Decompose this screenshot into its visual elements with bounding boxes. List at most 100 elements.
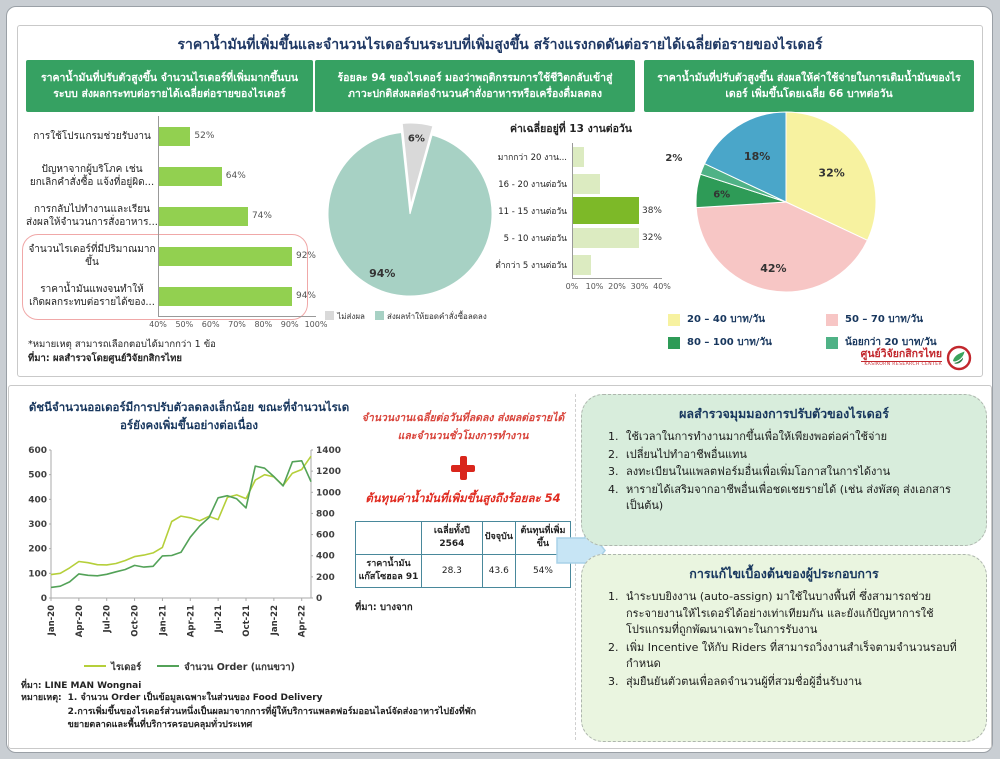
axis-tick-label: 70% (228, 320, 246, 329)
bar (573, 254, 591, 275)
legend-label: น้อยกว่า 20 บาท/วัน (845, 337, 937, 348)
legend-item: ส่งผลทำให้ยอดคำสั่งซื้อลดลง (374, 310, 487, 323)
y-tick-label-right: 400 (316, 552, 335, 562)
line-chart-source: ที่มา: LINE MAN Wongnai (21, 681, 142, 691)
notes-list: 1. จำนวน Order เป็นข้อมูลเฉพาะในส่วนของ … (68, 692, 496, 733)
bar-track (572, 170, 662, 197)
line-chart-legend: ไรเดอร์ จำนวน Order (แกนขวา) (17, 660, 362, 675)
axis-tick-label: 40% (653, 282, 671, 291)
bar (159, 246, 292, 266)
note-line: *หมายเหตุ สามารถเลือกตอบได้มากกว่า 1 ข้อ (28, 339, 216, 350)
legend-item: 20 – 40 บาท/วัน (668, 312, 826, 327)
y-tick-label-left: 600 (28, 446, 47, 456)
bar (159, 126, 191, 146)
y-tick-label-left: 0 (41, 594, 47, 604)
y-tick-label-right: 1200 (316, 467, 341, 477)
bar (573, 197, 639, 224)
value-cell: 28.3 (421, 554, 483, 589)
jobs-bar-chart: ค่าเฉลี่ยอยู่ที่ 13 งานต่อวัน มากกว่า 20… (480, 120, 671, 292)
bar-category-label: การใช้โปรแกรมช่วยรับงาน (33, 130, 151, 142)
axis-tick-label: 50% (175, 320, 194, 329)
bar (573, 146, 585, 167)
bar-category-label: การกลับไปทำงานและเรียน ส่งผลให้จำนวนการส… (26, 204, 158, 228)
bird-logo-icon (946, 345, 972, 371)
operator-solutions-list: นำระบบยิงงาน (auto-assign) มาใช้ในบางพื้… (600, 589, 968, 690)
top-panel: ราคาน้ำมันที่เพิ่มขึ้นและจำนวนไรเดอร์บนร… (17, 25, 983, 377)
notes-label: หมายเหตุ: (21, 693, 62, 703)
header-cell: เฉลี่ยทั้งปี 2564 (421, 520, 483, 556)
bar-category-label: มากกว่า 20 งาน... (497, 152, 567, 163)
x-tick-label: Apr-21 (186, 605, 196, 637)
headline-box-fuel-income: ราคาน้ำมันที่ปรับตัวสูงขึ้น จำนวนไรเดอร์… (26, 60, 313, 112)
y-tick-label-left: 200 (28, 545, 47, 555)
bar-track (572, 143, 662, 170)
y-tick-label-right: 1000 (316, 488, 341, 498)
list-item: นำระบบยิงงาน (auto-assign) มาใช้ในบางพื้… (622, 589, 968, 639)
pie-slice (401, 122, 434, 206)
legend-item: ไม่ส่งผล (325, 310, 365, 323)
bar-row: 5 - 10 งานต่อวัน 32% (480, 224, 662, 251)
axis-tick-label: 80% (254, 320, 273, 329)
legend-item: จำนวน Order (แกนขวา) (157, 660, 295, 675)
line-chart-title: ดัชนีจำนวนออเดอร์มีการปรับตัวลดลงเล็กน้อ… (28, 400, 350, 433)
bar-category-label: 5 - 10 งานต่อวัน (503, 233, 567, 244)
legend-swatch (826, 336, 838, 349)
table-header-row: เฉลี่ยทั้งปี 2564 ปัจจุบัน ต้นทุนที่เพิ่… (355, 520, 572, 556)
table-row: ราคาน้ำมัน แก๊สโซฮอล 91 28.3 43.6 54% (355, 554, 572, 589)
logo-name: ศูนย์วิจัยกสิกรไทย (860, 348, 942, 362)
x-tick-label: Jul-21 (214, 605, 224, 634)
bar-value-label: 92% (295, 251, 316, 261)
axis-tick-label: 40% (149, 320, 167, 329)
value-cell: 43.6 (481, 554, 516, 589)
y-tick-label-right: 600 (316, 531, 335, 541)
y-tick-label-right: 200 (316, 573, 335, 583)
legend-label: 50 – 70 บาท/วัน (845, 314, 923, 325)
headline-box-behavior: ร้อยละ 94 ของไรเดอร์ มองว่าพฤติกรรมการใช… (315, 60, 635, 112)
list-item: สุ่มยืนยันตัวตนเพื่อลดจำนวนผู้ที่สวมชื่อ… (622, 674, 968, 691)
bar-track: 74% (158, 196, 316, 236)
pie-slice-label: 6% (408, 134, 425, 145)
line-series (50, 455, 312, 576)
y-tick-label-right: 1400 (316, 446, 341, 456)
logo-subtext: KASIKORN RESEARCH CENTER (864, 361, 942, 367)
operator-solutions-box: การแก้ไขเบื้องต้นของผู้ประกอบการ นำระบบย… (581, 554, 987, 742)
list-item: ลงทะเบียนในแพลตฟอร์มอื่นเพื่อเพิ่มโอกาสใ… (622, 464, 968, 481)
rider-adaptation-list: ใช้เวลาในการทำงานมากขึ้นเพื่อให้เพียงพอต… (600, 429, 968, 515)
list-item: 2.การเพิ่มขึ้นของไรเดอร์ส่วนหนึ่งเป็นผลม… (67, 706, 477, 731)
list-item: ใช้เวลาในการทำงานมากขึ้นเพื่อให้เพียงพอต… (622, 429, 968, 446)
page-title: ราคาน้ำมันที่เพิ่มขึ้นและจำนวนไรเดอร์บนร… (177, 37, 823, 53)
bar-row: จำนวนไรเดอร์ที่มีปริมาณมาก ขึ้น 92% (26, 236, 316, 276)
axis-tick-label: 90% (280, 320, 299, 329)
bar-row: มากกว่า 20 งาน... (480, 143, 662, 170)
fuel-cost-summary: จำนวนงานเฉลี่ยต่อวันที่ลดลง ส่งผลต่อรายไ… (355, 410, 572, 615)
bar-track: 32% (572, 224, 662, 251)
bar-row: การกลับไปทำงานและเรียน ส่งผลให้จำนวนการส… (26, 196, 316, 236)
bar-category-label: ปัญหาจากผู้บริโภค เช่น ยกเลิกคำสั่งซื้อ … (29, 164, 155, 188)
bar-track: 52% (158, 116, 316, 156)
pie-slice (695, 201, 869, 293)
pie-slice-label: 42% (760, 262, 786, 275)
pie-slice (785, 111, 877, 241)
bar-row: ราคาน้ำมันแพงจนทำให้ เกิดผลกระทบต่อรายได… (26, 276, 316, 316)
bar-row: 11 - 15 งานต่อวัน 38% (480, 197, 662, 224)
axis-tick-label: 60% (201, 320, 220, 329)
dashed-divider (575, 394, 576, 740)
report-page: ราคาน้ำมันที่เพิ่มขึ้นและจำนวนไรเดอร์บนร… (6, 6, 993, 753)
source-line: ที่มา: ผลสำรวจโดยศูนย์วิจัยกสิกรไทย (28, 352, 182, 364)
legend-label: ไม่ส่งผล (337, 312, 365, 321)
bar-row: การใช้โปรแกรมช่วยรับงาน 52% (26, 116, 316, 156)
jobs-bar-chart-axis: 0% 10% 20% 30% 40% (566, 278, 671, 292)
pie-slice (703, 111, 787, 203)
fuel-price-table: เฉลี่ยทั้งปี 2564 ปัจจุบัน ต้นทุนที่เพิ่… (355, 520, 572, 589)
list-item: เพิ่ม Incentive ให้กับ Riders ที่สามารถว… (622, 640, 968, 673)
row-header-cell: ราคาน้ำมัน แก๊สโซฮอล 91 (355, 554, 422, 589)
legend-swatch (374, 311, 384, 320)
bar-track: 64% (158, 156, 316, 196)
impact-pie-legend: ไม่ส่งผล ส่งผลทำให้ยอดคำสั่งซื้อลดลง (306, 310, 506, 323)
riders-orders-line-chart: 0 100 200 300 400 500 600 0 200 400 600 800 1000 1200… (28, 446, 341, 637)
pie-slice-label: 94% (369, 267, 395, 280)
x-tick-label: Oct-21 (242, 605, 252, 637)
bar-track (572, 251, 662, 278)
impact-statement: จำนวนงานเฉลี่ยต่อวันที่ลดลง ส่งผลต่อรายไ… (361, 412, 565, 442)
